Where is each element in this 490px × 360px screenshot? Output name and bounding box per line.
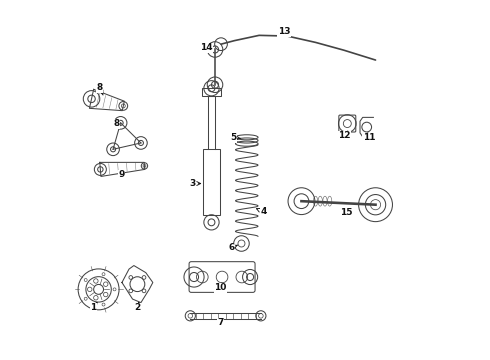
Bar	[202, 88, 221, 96]
Text: 15: 15	[341, 208, 353, 217]
Text: 2: 2	[134, 302, 141, 312]
Text: 9: 9	[118, 170, 125, 179]
Text: 4: 4	[256, 207, 267, 216]
Text: 14: 14	[200, 43, 213, 52]
Text: 13: 13	[277, 27, 290, 36]
Text: 6: 6	[228, 243, 238, 252]
Text: 11: 11	[363, 133, 375, 142]
Text: 12: 12	[338, 131, 351, 140]
Text: 10: 10	[214, 283, 226, 292]
Text: 7: 7	[217, 318, 223, 327]
Text: 1: 1	[90, 302, 97, 312]
Text: 8: 8	[97, 83, 103, 95]
Bar	[203, 149, 220, 215]
Text: 3: 3	[189, 179, 200, 188]
Text: 5: 5	[231, 133, 240, 142]
Text: 8: 8	[113, 119, 120, 129]
